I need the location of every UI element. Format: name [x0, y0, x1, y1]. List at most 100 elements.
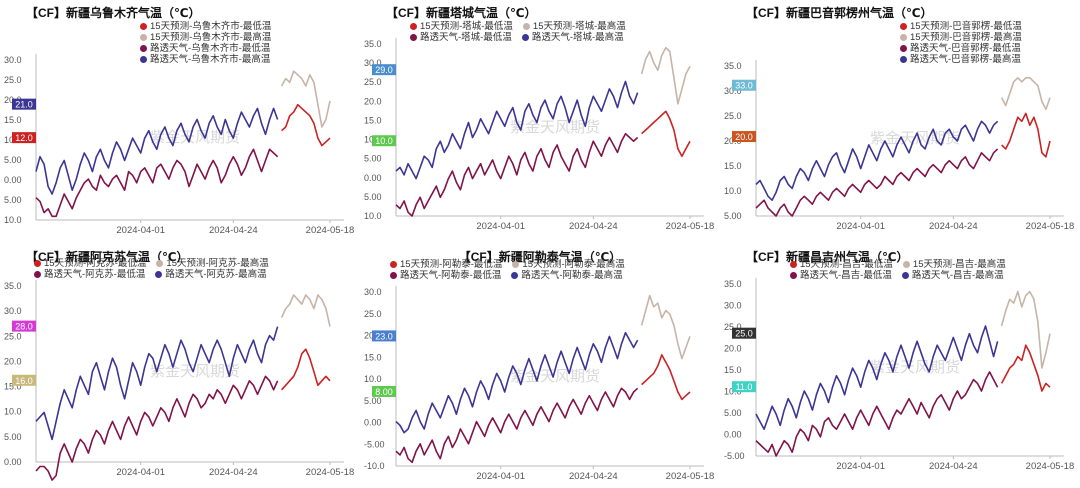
legend-marker: [901, 272, 909, 279]
series-line-obs-high: [35, 326, 279, 441]
y-tick-label: 5.00: [724, 211, 742, 221]
legend-item: 15天预测-阿勒泰-最高温: [512, 259, 625, 270]
chart-panel-aksu: 【CF】新疆阿克苏气温（℃） 15天预测-阿克苏-最低温 15天预测-阿克苏-最…: [0, 244, 360, 488]
legend-marker: [410, 34, 417, 41]
legend-marker: [790, 272, 797, 279]
legend-label: 15天预测-阿克苏-最高温: [166, 258, 269, 269]
chart-panel-changji: 【CF】新疆昌吉州气温（℃） 15天预测-昌吉-最低温 15天预测-昌吉-最高温…: [720, 244, 1080, 488]
value-tag: 25.0: [735, 329, 753, 339]
legend-label: 路透天气-乌鲁木齐市-最低温: [150, 43, 271, 54]
legend-item: 15天预测-巴音郭楞-最低温: [900, 21, 1022, 32]
series-line-obs-high: [395, 80, 639, 180]
legend-marker: [790, 261, 797, 268]
legend-item: 15天预测-塔城-最高温: [522, 21, 626, 32]
series-line-fc-low: [641, 354, 691, 401]
legend-label: 15天预测-塔城-最高温: [532, 21, 626, 32]
legend-marker: [511, 272, 519, 279]
legend-label: 15天预测-巴音郭楞-最低温: [910, 21, 1022, 32]
series-line-obs-low: [395, 132, 639, 217]
y-tick-label: 15.0: [724, 365, 742, 375]
value-tag-bg: [372, 385, 396, 397]
legend-label: 路透天气-昌吉-最低温: [800, 270, 892, 281]
legend-marker: [34, 271, 41, 278]
y-tick-label: 30.0: [724, 301, 742, 311]
legend-label: 路透天气-阿勒泰-最低温: [400, 270, 502, 281]
chart-plot: 10.05.000.005.0010.015.020.025.030.02024…: [4, 54, 355, 236]
legend-marker: [140, 23, 147, 30]
value-tag-bg: [732, 327, 756, 339]
legend-label: 路透天气-阿勒泰-最高温: [521, 270, 623, 281]
x-tick-label: 2024-04-24: [569, 221, 618, 232]
legend-item: 路透天气-阿克苏-最高温: [155, 269, 267, 280]
legend-label: 路透天气-塔城-最高温: [531, 32, 624, 43]
chart-plot: 10.0 5.00 0.00 5.00 10.0 15.0 20.0 25.0 30.0 35.0…: [364, 38, 714, 232]
series-line-obs-low: [35, 148, 279, 218]
y-tick-label: 10.0: [724, 186, 742, 196]
y-tick-label: 20.0: [4, 356, 22, 366]
series-line-obs-low: [395, 387, 639, 464]
legend-item: 路透天气-塔城-最高温: [521, 32, 624, 43]
legend-item: 路透天气-阿勒泰-最高温: [511, 270, 623, 281]
series-line-fc-high: [280, 70, 331, 128]
value-tag-bg: [732, 79, 756, 91]
y-tick-label: 30.0: [4, 55, 22, 65]
legend-label: 15天预测-塔城-最低温: [420, 21, 513, 32]
series-line-obs-high: [755, 325, 999, 430]
y-tick-label: 20.0: [724, 344, 742, 354]
legend-marker: [522, 23, 530, 30]
legend-marker: [900, 23, 907, 30]
x-tick-label: 2024-04-24: [929, 461, 978, 472]
chart-legend: 15天预测-阿克苏-最低温 15天预测-阿克苏-最高温 路透天气-阿克苏-最低温…: [34, 258, 269, 280]
watermark-text: 紫金天风期货: [510, 118, 600, 136]
legend-label: 15天预测-昌吉-最低温: [800, 259, 893, 270]
series-line-obs-low: [755, 371, 999, 457]
watermark-text: 紫金天风期货: [510, 367, 600, 385]
y-tick-label: 10.0: [364, 211, 382, 221]
chart-panel-altay: 【CF】新疆阿勒泰气温（℃） 15天预测-阿勒泰-最低温 15天预测-阿勒泰-最…: [360, 244, 720, 488]
y-tick-label: 30.0: [724, 86, 742, 96]
chart-title: 【CF】新疆阿勒泰气温（℃）: [458, 250, 622, 264]
value-tag-bg: [372, 64, 396, 76]
chart-title: 【CF】新疆阿克苏气温（℃）: [26, 250, 189, 264]
legend-item: 路透天气-阿克苏-最低温: [34, 269, 145, 280]
y-tick-label: 25.0: [364, 77, 382, 87]
y-tick-label: 15.0: [364, 352, 382, 362]
value-tag-bg: [12, 320, 36, 332]
y-tick-label: -10.0: [364, 461, 385, 471]
legend-marker: [140, 56, 147, 63]
x-tick-label: 2024-05-18: [306, 225, 355, 236]
series-line-fc-high: [1000, 77, 1051, 111]
value-tag: 16.0: [15, 376, 33, 386]
chart-plot: 5.00 10.0 15.0 20.0 25.0 30.0 35.0 2024-04-01 20…: [724, 60, 1074, 232]
legend-label: 路透天气-塔城-最低温: [420, 32, 512, 43]
y-tick-label: 0.00: [364, 418, 382, 428]
chart-legend: 15天预测-昌吉-最低温 15天预测-昌吉-最高温 路透天气-昌吉-最低温 路透…: [790, 259, 1006, 281]
x-tick-label: 2024-04-01: [476, 471, 525, 482]
legend-item: 路透天气-昌吉-最高温: [901, 270, 1004, 281]
series-line-obs-low: [35, 375, 279, 481]
y-tick-label: 5.00: [724, 408, 742, 418]
y-tick-label: 0.00: [4, 175, 22, 185]
series-line-fc-low: [281, 348, 331, 391]
series-line-fc-low: [281, 103, 331, 147]
series-line-obs-high: [395, 331, 639, 434]
legend-label: 路透天气-阿克苏-最高温: [165, 269, 267, 280]
legend-label: 路透天气-昌吉-最高温: [911, 270, 1004, 281]
legend-marker: [521, 34, 529, 41]
y-tick-label: 0.00: [724, 430, 742, 440]
legend-label: 15天预测-巴音郭楞-最高温: [910, 32, 1022, 43]
legend-marker: [410, 23, 417, 30]
x-tick-label: 2024-04-01: [476, 221, 525, 232]
legend-marker: [156, 260, 164, 267]
y-tick-label: 5.00: [4, 155, 22, 165]
legend-marker: [140, 34, 147, 41]
value-tag: 10.0: [375, 136, 393, 146]
y-tick-label: -5.00: [724, 451, 745, 461]
value-tag-bg: [372, 330, 396, 342]
legend-item: 15天预测-塔城-最低温: [410, 21, 513, 32]
legend-label: 15天预测-阿勒泰-最高温: [522, 259, 625, 270]
y-tick-label: 30.0: [364, 287, 382, 297]
value-tag: 11.0: [736, 382, 753, 392]
x-tick-label: 2024-04-24: [209, 225, 258, 236]
legend-item: 15天预测-巴音郭楞-最高温: [900, 32, 1022, 43]
